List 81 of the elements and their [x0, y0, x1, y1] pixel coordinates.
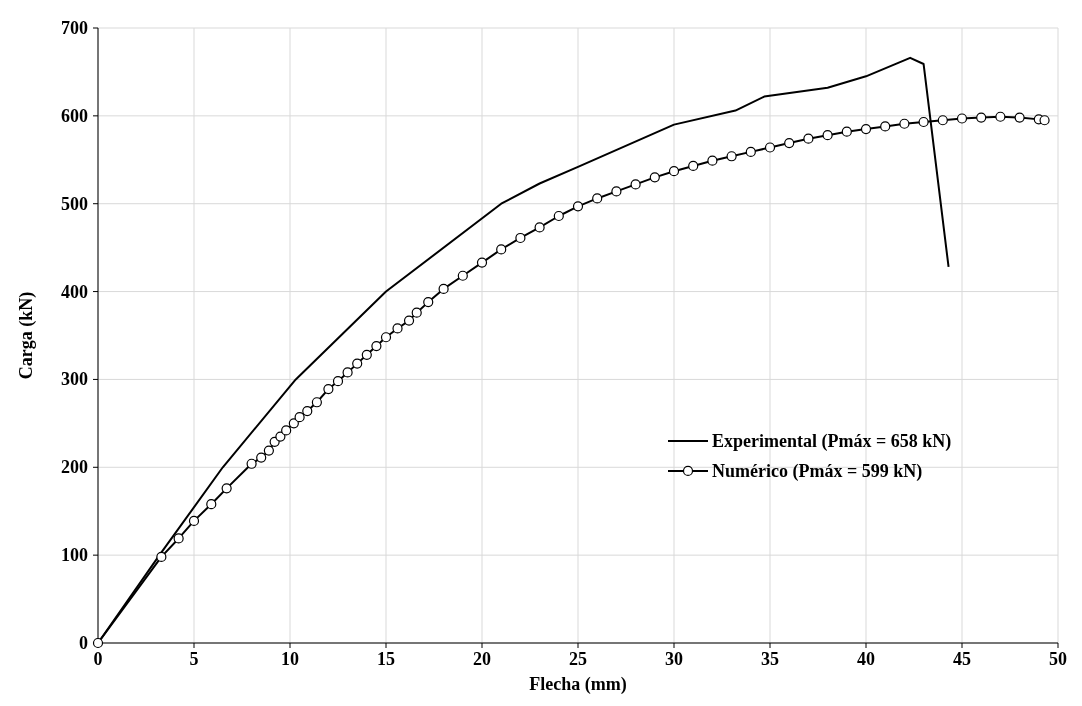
legend-label: Numérico (Pmáx = 599 kN): [712, 460, 923, 482]
point: [371, 340, 382, 352]
y-tick-label: 0: [79, 633, 88, 653]
point: [860, 123, 872, 135]
point: [822, 130, 833, 141]
y-tick-label: 200: [61, 457, 88, 478]
point: [221, 483, 232, 494]
y-tick-label: 400: [61, 281, 88, 302]
point: [92, 637, 104, 649]
point: [726, 151, 737, 162]
point: [457, 270, 468, 281]
y-tick-label: 700: [61, 18, 88, 38]
point: [352, 358, 363, 369]
point: [688, 160, 699, 172]
point: [764, 142, 776, 153]
point: [630, 179, 641, 190]
point: [380, 332, 392, 343]
point: [534, 222, 545, 233]
point: [956, 113, 968, 124]
point: [572, 201, 584, 212]
point: [411, 307, 422, 318]
point: [156, 551, 167, 562]
point: [246, 458, 257, 469]
point: [918, 116, 929, 128]
legend-label: Experimental (Pmáx = 658 kN): [712, 430, 952, 452]
x-axis-title: Flecha (mm): [529, 674, 627, 695]
y-tick-label: 600: [61, 105, 88, 126]
point: [995, 111, 1006, 122]
point: [173, 533, 184, 544]
point: [976, 112, 987, 123]
y-tick-label: 300: [61, 369, 88, 390]
point: [841, 126, 852, 137]
x-tick-label: 45: [953, 649, 971, 669]
point: [496, 244, 507, 255]
point: [476, 257, 488, 268]
point: [553, 210, 564, 222]
x-tick-label: 5: [189, 649, 199, 669]
point: [937, 115, 948, 126]
point: [188, 515, 200, 526]
point: [332, 376, 344, 387]
point: [361, 349, 372, 360]
point: [311, 397, 322, 408]
y-axis-title: Carga (kN): [16, 291, 37, 380]
y-tick-label: 100: [61, 545, 88, 566]
point: [515, 232, 526, 244]
x-tick-label: 30: [665, 649, 683, 669]
point: [745, 146, 756, 157]
point: [707, 155, 718, 166]
point: [323, 383, 334, 395]
point: [302, 405, 313, 417]
x-tick-label: 50: [1049, 649, 1067, 669]
point: [880, 121, 891, 132]
point: [275, 431, 286, 442]
x-tick-label: 0: [93, 649, 103, 669]
x-tick-label: 15: [377, 649, 395, 669]
point: [294, 412, 305, 423]
point: [899, 118, 910, 129]
x-tick-label: 10: [281, 649, 299, 669]
point: [342, 367, 353, 378]
y-tick-label: 500: [61, 193, 88, 214]
point: [256, 452, 267, 463]
x-tick-label: 25: [569, 649, 587, 669]
point: [592, 193, 603, 204]
point: [288, 418, 299, 429]
point: [668, 166, 680, 177]
point: [423, 297, 434, 308]
point: [392, 323, 403, 334]
x-tick-label: 20: [473, 649, 491, 669]
x-tick-label: 40: [857, 649, 875, 669]
point: [438, 283, 449, 295]
point: [1014, 112, 1025, 123]
point: [206, 499, 217, 510]
point: [649, 172, 660, 183]
point: [611, 186, 622, 197]
point: [281, 425, 292, 436]
x-tick-label: 35: [761, 649, 779, 669]
point: [1039, 115, 1050, 126]
point: [263, 445, 274, 456]
point: [784, 137, 795, 149]
point: [803, 133, 814, 144]
point: [403, 315, 415, 326]
